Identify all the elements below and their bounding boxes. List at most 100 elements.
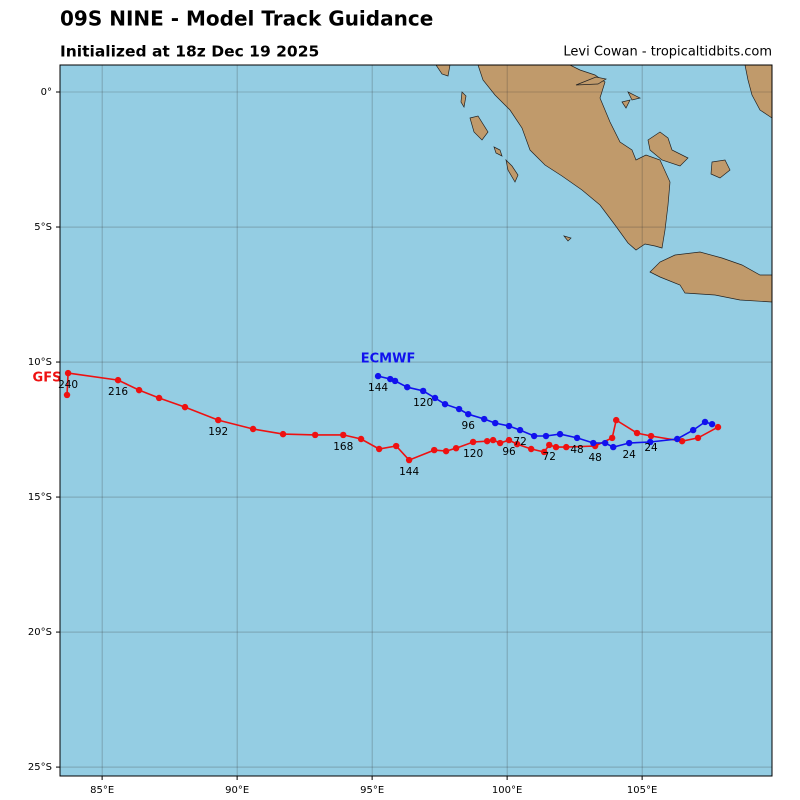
track-point — [694, 434, 702, 442]
x-tick-label: 95°E — [360, 785, 384, 796]
track-point — [469, 438, 477, 446]
track-point — [556, 430, 564, 438]
forecast-hour-label: 144 — [368, 382, 388, 394]
track-point — [530, 432, 538, 440]
forecast-hour-label: 48 — [588, 452, 601, 464]
java — [649, 251, 772, 303]
forecast-hour-label: 216 — [108, 386, 128, 398]
track-point — [610, 443, 617, 451]
island — [575, 76, 607, 86]
track-point — [181, 403, 189, 411]
forecast-hour-label: 96 — [502, 446, 516, 458]
forecast-hour-label: 24 — [644, 442, 658, 454]
forecast-hour-label: 72 — [543, 451, 556, 463]
track-point — [215, 416, 222, 424]
y-tick-label: 25°S — [28, 762, 52, 773]
track-point — [431, 446, 438, 454]
track-point — [357, 435, 365, 443]
island — [469, 115, 489, 141]
track-point — [613, 416, 620, 424]
island — [621, 99, 631, 109]
track-point — [392, 442, 400, 450]
forecast-hour-label: 120 — [413, 397, 433, 409]
track-point — [489, 436, 497, 444]
y-tick-label: 10°S — [28, 357, 52, 368]
y-tick-label: 15°S — [28, 492, 52, 503]
track-point — [279, 430, 287, 438]
track-point — [455, 405, 463, 413]
x-tick-label: 85°E — [90, 785, 114, 796]
y-tick-label: 5°S — [34, 222, 52, 233]
island — [563, 235, 572, 242]
island — [460, 91, 467, 108]
track-point — [405, 456, 413, 464]
track-point — [513, 440, 521, 448]
track-point — [527, 445, 535, 453]
track-point — [155, 394, 163, 402]
track-point — [505, 436, 513, 444]
forecast-hour-label: 96 — [462, 420, 476, 432]
track-point — [391, 377, 399, 385]
track-point — [540, 448, 548, 456]
track-point — [340, 431, 347, 439]
malaysia — [744, 65, 772, 119]
track-point — [64, 369, 72, 377]
forecast-hour-label: 24 — [622, 449, 636, 461]
model-name: GFS — [33, 370, 62, 385]
track-point — [516, 426, 524, 434]
frame — [59, 64, 773, 777]
sumatra — [477, 65, 671, 251]
track-point — [63, 391, 71, 399]
plot-area — [60, 65, 772, 776]
track-point — [601, 439, 609, 447]
track-point — [689, 426, 697, 434]
model-name: ECMWF — [361, 352, 416, 367]
forecast-hour-label: 144 — [399, 466, 419, 478]
track-point — [442, 447, 450, 455]
chart-subtitle: Initialized at 18z Dec 19 2025 — [60, 43, 319, 61]
track-point — [701, 418, 709, 426]
track-point — [590, 439, 597, 447]
track-point — [505, 422, 513, 430]
track-point — [419, 387, 427, 395]
track-point — [492, 419, 499, 427]
track-point — [452, 444, 460, 452]
track-point — [633, 429, 641, 437]
track-point — [674, 435, 681, 443]
track-point — [625, 439, 633, 447]
track-point — [708, 420, 716, 428]
forecast-hour-label: 240 — [58, 379, 78, 391]
track-point — [249, 425, 257, 433]
x-tick-label: 105°E — [627, 785, 657, 796]
track-point — [135, 386, 143, 394]
track-point — [374, 372, 382, 380]
track-point — [311, 431, 319, 439]
track-point — [441, 400, 449, 408]
track-point — [404, 383, 411, 391]
track-point — [480, 415, 488, 423]
island — [647, 131, 689, 167]
forecast-hour-label: 168 — [333, 441, 353, 453]
track-point — [714, 423, 722, 431]
track-point — [552, 443, 560, 451]
track-point — [678, 437, 686, 445]
track-point — [375, 445, 383, 453]
track-point — [563, 443, 570, 451]
forecast-hour-label: 192 — [208, 426, 228, 438]
track-point — [542, 432, 550, 440]
island — [627, 91, 642, 101]
land — [435, 65, 772, 303]
x-tick-label: 100°E — [492, 785, 522, 796]
x-tick-label: 90°E — [225, 785, 249, 796]
forecast-hour-label: 120 — [463, 448, 483, 460]
chart-title: 09S NINE - Model Track Guidance — [60, 7, 433, 31]
island — [505, 158, 519, 183]
track-point — [647, 432, 655, 440]
track-point — [608, 434, 616, 442]
island — [710, 159, 731, 179]
track-point — [114, 376, 122, 384]
y-tick-label: 0° — [41, 87, 52, 98]
track-point — [573, 434, 581, 442]
